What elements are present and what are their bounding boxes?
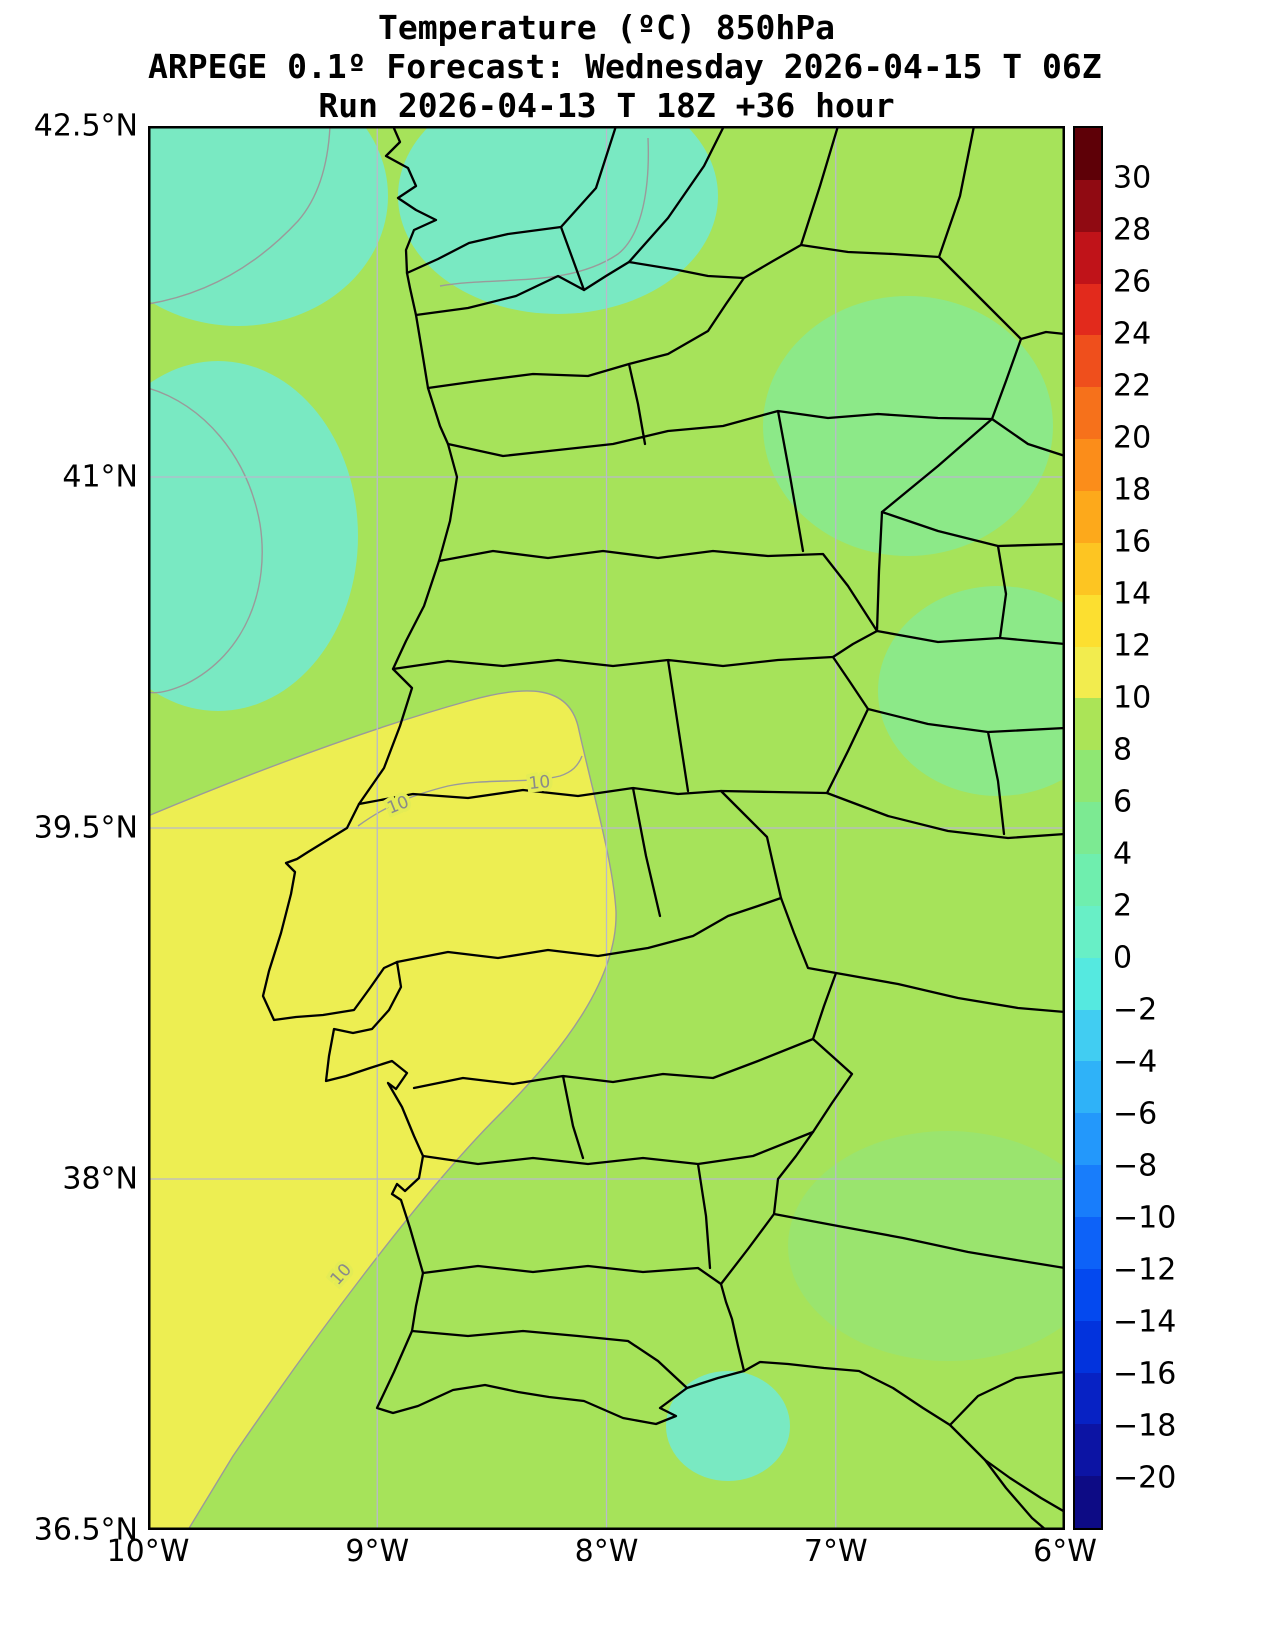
colorbar-band: [1075, 1113, 1101, 1166]
contour-line: [439, 137, 650, 287]
colorbar-tick-label: −12: [1113, 1252, 1177, 1288]
grid-layer: [148, 126, 1065, 1530]
lat-tick-label: 38°N: [62, 1161, 138, 1197]
colorbar-tick-label: 2: [1113, 888, 1133, 924]
colorbar-tick-label: −6: [1113, 1096, 1158, 1132]
coastline: [261, 126, 1065, 1514]
colorbar-band: [1075, 335, 1101, 388]
lat-tick-label: 42.5°N: [33, 108, 138, 144]
lon-tick-label: 7°W: [803, 1534, 868, 1569]
colorbar-band: [1075, 957, 1101, 1010]
colorbar-tick-label: 28: [1113, 212, 1152, 248]
lon-tick-label: 9°W: [345, 1534, 410, 1569]
colorbar-tick-label: 6: [1113, 784, 1133, 820]
colorbar-band: [1075, 283, 1101, 336]
colorbar-band: [1075, 1061, 1101, 1114]
colorbar-band: [1075, 128, 1101, 180]
colorbar-band: [1075, 1476, 1101, 1529]
colorbar-tick-label: 24: [1113, 316, 1152, 352]
colorbar-tick-label: 0: [1113, 940, 1133, 976]
colorbar-tick-label: −20: [1113, 1460, 1177, 1496]
colorbar-tick-label: −2: [1113, 992, 1158, 1028]
figure-titles: Temperature (ºC) 850hPa ARPEGE 0.1º Fore…: [148, 8, 1102, 125]
colorbar-band: [1075, 1424, 1101, 1477]
colorbar-band: [1075, 439, 1101, 492]
colorbar-band: [1075, 1165, 1101, 1218]
colorbar-band: [1075, 646, 1101, 699]
contour-line: [148, 126, 331, 305]
colorbar-tick-label: −4: [1113, 1044, 1158, 1080]
colorbar-band: [1075, 750, 1101, 803]
plot-frame: [148, 126, 1065, 1530]
portugal-district-boundaries: [357, 274, 994, 1390]
field-cool-patch: [788, 1131, 1065, 1361]
colorbar-band: [1075, 231, 1101, 284]
colorbar-band: [1075, 1009, 1101, 1062]
colorbar-tick-label: −18: [1113, 1408, 1177, 1444]
colorbar-tick-label: −10: [1113, 1200, 1177, 1236]
lon-tick-label: 10°W: [106, 1534, 190, 1569]
lat-tick-label: 36.5°N: [33, 1512, 138, 1548]
lat-tick-label: 41°N: [62, 459, 138, 495]
contour-value-label: 10: [528, 772, 552, 794]
figure-title: Temperature (ºC) 850hPa: [378, 8, 835, 47]
figure-run-line: Run 2026-04-13 T 18Z +36 hour: [318, 86, 895, 125]
temperature-colorbar: [1073, 126, 1103, 1530]
colorbar-band: [1075, 179, 1101, 232]
field-cool-patch: [763, 296, 1053, 556]
latitude-axis: 42.5°N 41°N 39.5°N 38°N 36.5°N: [0, 109, 142, 1548]
colorbar-band: [1075, 387, 1101, 440]
colorbar-tick-label: 4: [1113, 836, 1133, 872]
field-cool-patch: [666, 1371, 790, 1481]
colorbar-tick-labels: 30 28 26 24 22 20 18 16 14 12 10 8 6 4 2 0 −2 −4 −6 −8 −10 −1…: [1113, 126, 1253, 1530]
map-plot-area: 10 10 10: [148, 126, 1065, 1530]
colorbar-band: [1075, 1217, 1101, 1269]
contour-line: [357, 755, 583, 827]
portugal-spain-border: [405, 225, 1023, 1373]
spain-province-boundaries: [559, 126, 1065, 1530]
colorbar-band: [1075, 1268, 1101, 1321]
contour-line: [148, 387, 263, 694]
colorbar-tick-label: −16: [1113, 1356, 1177, 1392]
colorbar-band: [1075, 854, 1101, 906]
lat-tick-label: 39.5°N: [33, 810, 138, 846]
colorbar-tick-label: 26: [1113, 264, 1152, 300]
longitude-axis: 10°W 9°W 8°W 7°W 6°W: [107, 1534, 1097, 1578]
colorbar-tick-label: 12: [1113, 628, 1152, 664]
colorbar-tick-label: −14: [1113, 1304, 1177, 1340]
colorbar-tick-label: 20: [1113, 420, 1152, 456]
field-warm-region: [148, 690, 617, 1530]
lon-tick-label: 6°W: [1033, 1534, 1097, 1569]
colorbar-tick-label: 22: [1113, 368, 1152, 404]
colorbar-tick-label: 30: [1113, 160, 1152, 196]
field-cool-patch: [148, 361, 358, 711]
figure-subtitle: ARPEGE 0.1º Forecast: Wednesday 2026-04-…: [148, 47, 1102, 86]
colorbar-band: [1075, 491, 1101, 543]
colorbar-band: [1075, 905, 1101, 958]
colorbar-band: [1075, 1372, 1101, 1425]
colorbar-band: [1075, 594, 1101, 647]
colorbar-band: [1075, 698, 1101, 751]
colorbar-tick-label: 8: [1113, 732, 1133, 768]
field-cool-patch: [398, 126, 718, 314]
colorbar-tick-label: −8: [1113, 1148, 1158, 1184]
colorbar-band: [1075, 802, 1101, 855]
colorbar-tick-label: 18: [1113, 472, 1152, 508]
lon-tick-label: 8°W: [574, 1534, 639, 1569]
colorbar-tick-label: 16: [1113, 524, 1152, 560]
colorbar-band: [1075, 1320, 1101, 1373]
map-canvas: 10 10 10: [148, 126, 1065, 1530]
colorbar-tick-label: 14: [1113, 576, 1152, 612]
administrative-boundaries: [261, 126, 1065, 1530]
colorbar-band: [1075, 542, 1101, 595]
colorbar-tick-label: 10: [1113, 680, 1152, 716]
field-cool-patch: [148, 126, 388, 326]
